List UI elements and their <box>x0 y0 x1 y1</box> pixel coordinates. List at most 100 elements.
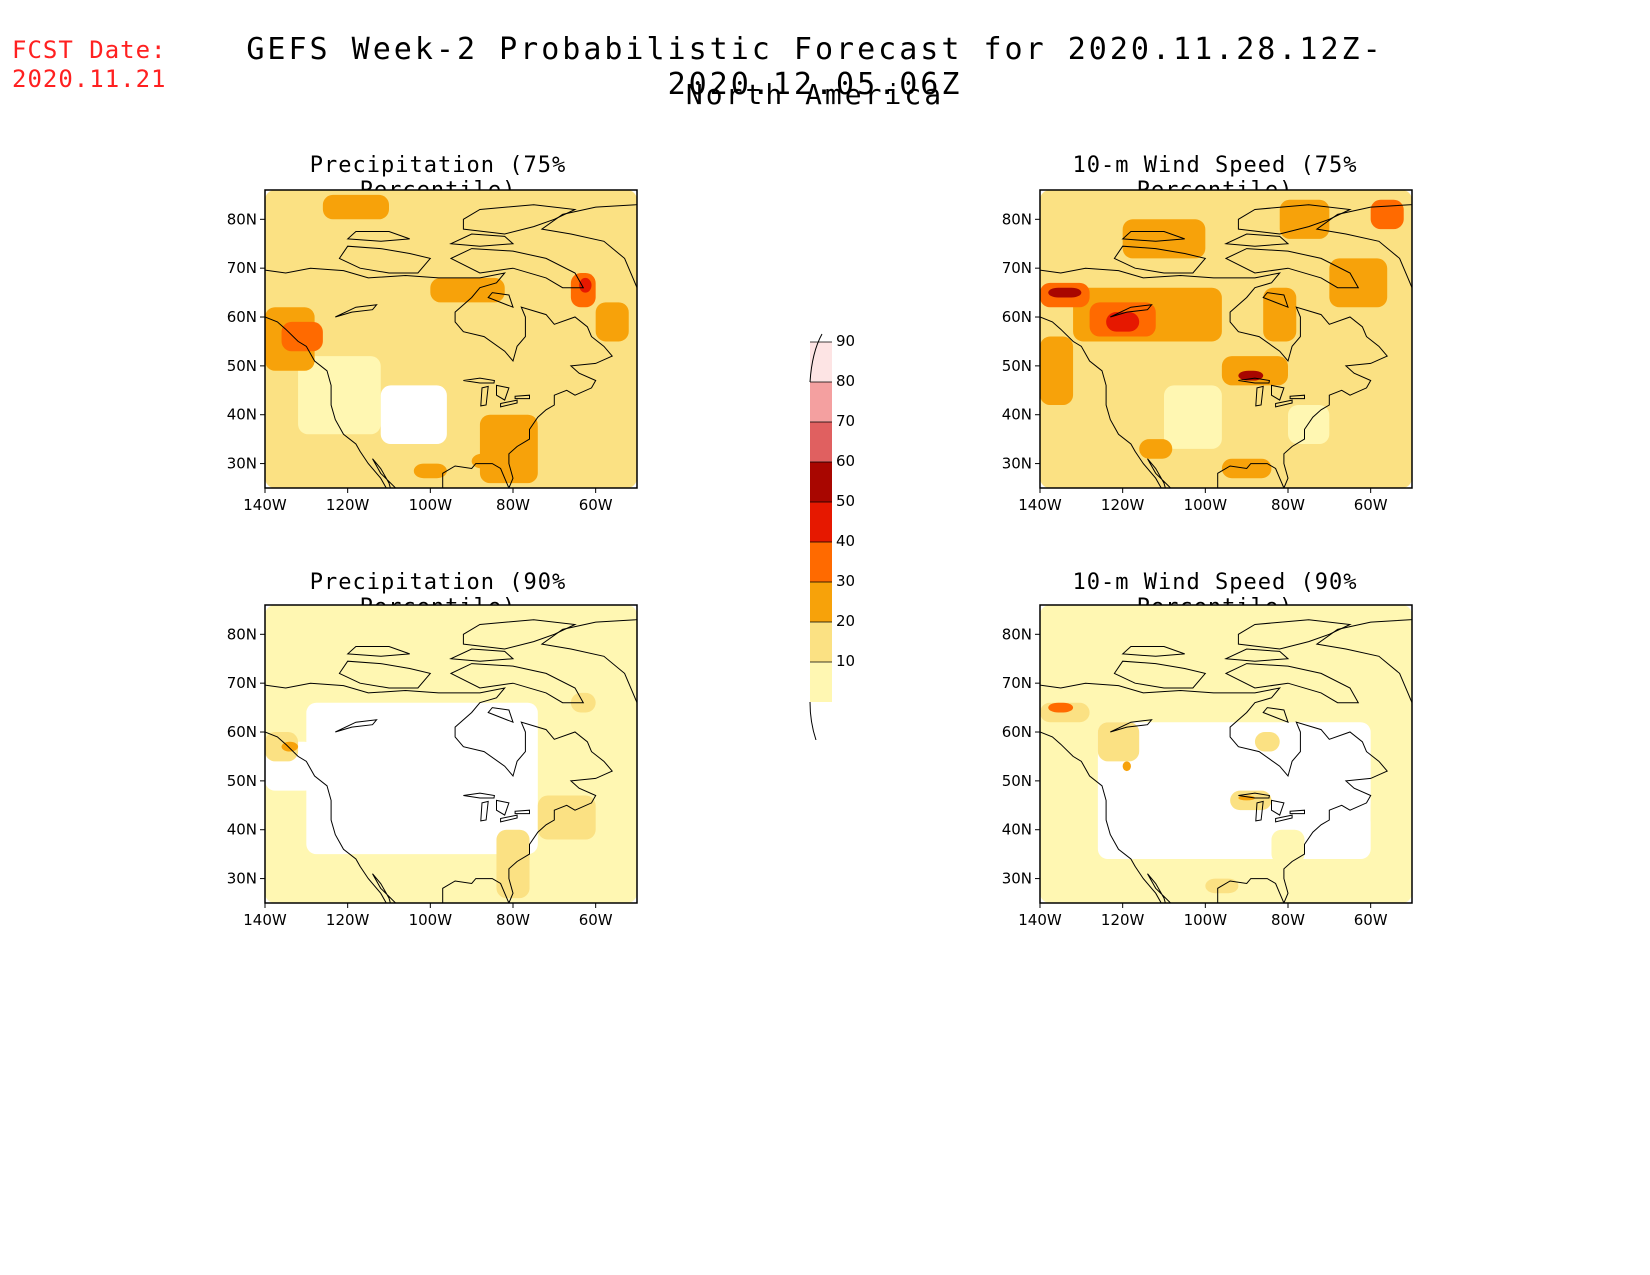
lon-tick-label: 100W <box>409 911 453 929</box>
shaded-region <box>1164 385 1222 449</box>
lat-tick-label: 30N <box>227 455 257 473</box>
colorbar-swatch <box>810 662 832 702</box>
lat-tick-label: 30N <box>1002 455 1032 473</box>
map-frame <box>264 604 638 904</box>
shaded-region <box>1139 439 1173 459</box>
colorbar-label: 50 <box>836 492 855 510</box>
lon-tick-label: 80W <box>496 496 530 514</box>
lon-tick-label: 120W <box>326 496 370 514</box>
lon-tick-label: 60W <box>1354 496 1388 514</box>
shaded-region <box>1122 761 1131 772</box>
colorbar-swatch <box>810 462 832 502</box>
lat-tick-label: 70N <box>227 259 257 277</box>
lat-tick-label: 50N <box>1002 772 1032 790</box>
probability-shading <box>265 605 637 903</box>
fcst-date: 2020.11.21 <box>12 65 167 93</box>
colorbar-swatch <box>810 382 832 422</box>
map-wind-75: 80N 70N 60N 50N 40N 30N 140W 120W 100W 80W 60W <box>1002 189 1413 514</box>
shaded-region <box>430 277 505 303</box>
lat-tick-label: 60N <box>227 308 257 326</box>
lat-tick-label: 70N <box>227 674 257 692</box>
colorbar-label: 80 <box>836 372 855 390</box>
shaded-region <box>1370 199 1404 230</box>
lat-tick-label: 50N <box>1002 357 1032 375</box>
lat-tick-label: 40N <box>1002 406 1032 424</box>
map-frame <box>1039 604 1413 904</box>
colorbar-swatch <box>810 342 832 382</box>
colorbar-swatch <box>810 542 832 582</box>
lon-tick-label: 100W <box>409 496 453 514</box>
lat-tick-label: 40N <box>1002 821 1032 839</box>
coastlines <box>265 204 637 488</box>
colorbar-swatch <box>810 502 832 542</box>
shaded-region <box>1097 722 1140 762</box>
lon-tick-label: 120W <box>1101 911 1145 929</box>
lat-tick-label: 80N <box>227 625 257 643</box>
shaded-region <box>1329 258 1388 308</box>
coastlines <box>1040 619 1412 903</box>
lat-tick-label: 60N <box>1002 723 1032 741</box>
lon-tick-label: 60W <box>579 911 613 929</box>
shaded-region <box>1370 795 1404 830</box>
lat-tick-label: 80N <box>227 210 257 228</box>
shaded-region <box>579 277 592 293</box>
lon-tick-label: 140W <box>243 496 287 514</box>
lat-tick-label: 60N <box>227 723 257 741</box>
shaded-region <box>1106 312 1140 332</box>
lon-tick-label: 60W <box>579 496 613 514</box>
colorbar-swatch <box>810 622 832 662</box>
lat-tick-label: 30N <box>1002 870 1032 888</box>
probability-shading <box>1040 605 1412 903</box>
shaded-region <box>281 321 323 352</box>
probability-shading <box>1040 190 1412 488</box>
lon-tick-label: 80W <box>1271 496 1305 514</box>
fcst-label: FCST Date: <box>12 36 167 64</box>
shaded-region <box>265 732 299 762</box>
shaded-region <box>471 453 497 469</box>
lat-tick-label: 50N <box>227 357 257 375</box>
shaded-region <box>380 385 447 445</box>
lat-tick-label: 40N <box>227 821 257 839</box>
page-title: GEFS Week-2 Probabilistic Forecast for 2… <box>246 32 1384 102</box>
map-precip-75: 80N 70N 60N 50N 40N 30N 140W 120W 100W 80W 60W <box>227 189 638 514</box>
map-precip-90: 80N 70N 60N 50N 40N 30N 140W 120W 100W 80W 60W <box>227 604 638 929</box>
map-frame <box>1039 189 1413 489</box>
shaded-region <box>1279 199 1330 239</box>
lat-tick-label: 60N <box>1002 308 1032 326</box>
shaded-region <box>1288 404 1330 445</box>
colorbar-swatch <box>810 582 832 622</box>
lon-tick-label: 100W <box>1184 911 1228 929</box>
lon-tick-label: 100W <box>1184 496 1228 514</box>
shaded-region <box>1263 287 1297 342</box>
shaded-region <box>413 463 447 479</box>
colorbar-label: 70 <box>836 412 855 430</box>
lat-tick-label: 50N <box>227 772 257 790</box>
shaded-region <box>298 356 381 435</box>
shaded-region <box>1221 356 1288 386</box>
shaded-region <box>1271 829 1305 864</box>
shaded-region <box>389 741 447 801</box>
lon-tick-label: 120W <box>1101 496 1145 514</box>
lat-tick-label: 80N <box>1002 625 1032 643</box>
colorbar-label: 60 <box>836 452 855 470</box>
shaded-region <box>1040 336 1074 405</box>
shaded-region <box>1097 722 1371 860</box>
shaded-region <box>595 302 629 342</box>
lon-tick-label: 140W <box>243 911 287 929</box>
colorbar-label: 30 <box>836 572 855 590</box>
lat-tick-label: 80N <box>1002 210 1032 228</box>
shaded-region <box>1048 702 1074 713</box>
lon-tick-label: 140W <box>1018 911 1062 929</box>
map-frame <box>264 189 638 489</box>
lat-tick-label: 40N <box>227 406 257 424</box>
lon-tick-label: 140W <box>1018 496 1062 514</box>
lon-tick-label: 80W <box>496 911 530 929</box>
shaded-region <box>1122 219 1206 259</box>
colorbar-label: 20 <box>836 612 855 630</box>
page-subtitle: North America <box>685 78 945 111</box>
coastlines <box>1040 204 1412 488</box>
lon-tick-label: 80W <box>1271 911 1305 929</box>
shaded-region <box>496 829 530 899</box>
colorbar-legend: 10 20 30 40 50 60 70 80 90 <box>809 332 855 740</box>
forecast-date-label: FCST Date: 2020.11.21 <box>12 36 167 94</box>
